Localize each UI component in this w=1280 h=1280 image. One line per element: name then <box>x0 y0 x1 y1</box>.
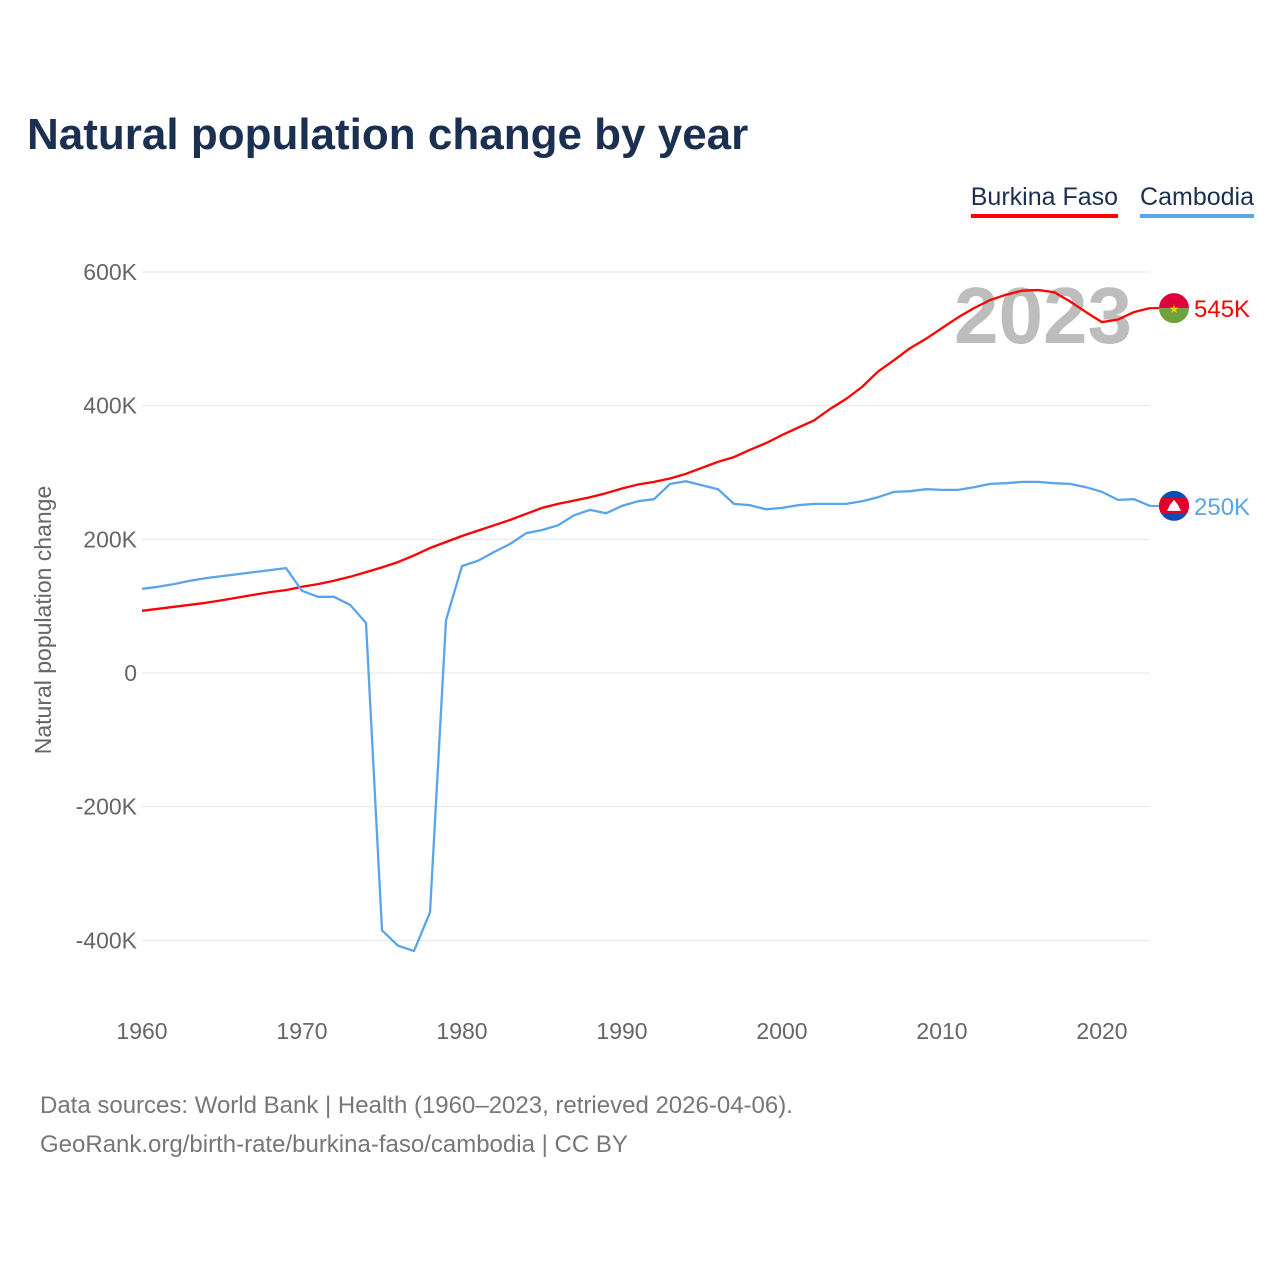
x-tick-label: 1970 <box>276 1018 327 1044</box>
y-tick-label: 200K <box>83 526 137 552</box>
temple-icon <box>1167 499 1181 511</box>
legend: Burkina Faso Cambodia <box>970 183 1254 218</box>
flag-red-band <box>1159 293 1189 309</box>
y-tick-label: 0 <box>124 660 137 686</box>
y-tick-label: -200K <box>76 794 138 820</box>
chart-title: Natural population change by year <box>27 110 749 159</box>
y-tick-label: 400K <box>83 393 137 419</box>
legend-item-burkina-faso[interactable]: Burkina Faso <box>970 183 1119 218</box>
x-tick-label: 1960 <box>116 1018 167 1044</box>
star-icon: ★ <box>1169 302 1180 316</box>
x-tick-label: 2020 <box>1076 1018 1127 1044</box>
series-line-burkina-faso <box>141 288 1151 612</box>
y-tick-label: 600K <box>83 259 137 285</box>
y-axis-title: Natural population change <box>30 486 56 755</box>
series-line-cambodia <box>141 480 1151 953</box>
legend-item-cambodia[interactable]: Cambodia <box>1140 183 1254 218</box>
cambodia-flag-icon <box>1159 490 1189 521</box>
flag-green-band <box>1159 308 1189 324</box>
footer: Data sources: World Bank | Health (1960–… <box>40 1086 793 1164</box>
y-tick-label: -400K <box>76 927 138 953</box>
attribution-link[interactable]: GeoRank.org/birth-rate/burkina-faso/camb… <box>40 1131 628 1158</box>
year-watermark: 2023 <box>954 271 1132 360</box>
x-tick-label: 2010 <box>916 1018 967 1044</box>
end-label-cambodia: 250K <box>1194 494 1250 521</box>
end-label-burkina-faso: 545K <box>1194 296 1250 323</box>
x-tick-label: 2000 <box>756 1018 807 1044</box>
data-source-text: Data sources: World Bank | Health (1960–… <box>40 1092 793 1119</box>
x-tick-label: 1980 <box>436 1018 487 1044</box>
burkina-faso-flag-icon: ★ <box>1159 293 1189 324</box>
x-tick-label: 1990 <box>596 1018 647 1044</box>
